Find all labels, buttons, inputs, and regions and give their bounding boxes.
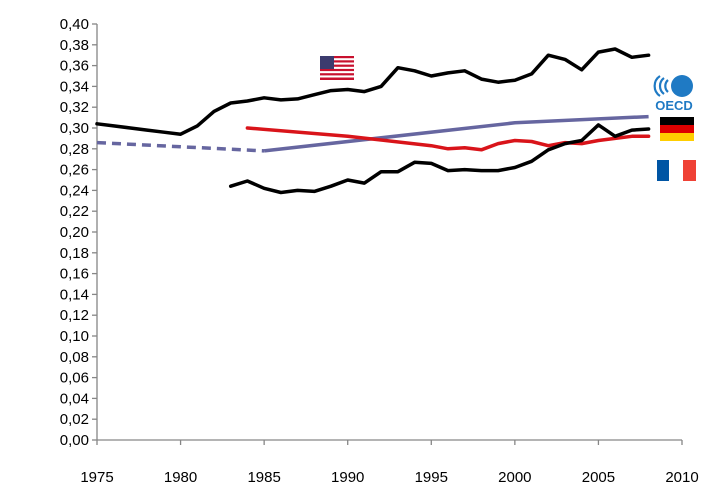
y-tick-label: 0,18 [60, 245, 89, 262]
x-tick-label: 1985 [247, 469, 280, 486]
y-tick-label: 0,08 [60, 349, 89, 366]
germany-flag-icon [660, 117, 694, 141]
x-tick-label: 1980 [164, 469, 197, 486]
y-tick-label: 0,36 [60, 58, 89, 75]
x-tick-label: 2010 [665, 469, 698, 486]
x-tick-label: 2005 [582, 469, 615, 486]
x-tick-label: 1975 [80, 469, 113, 486]
y-tick-label: 0,22 [60, 203, 89, 220]
y-tick-label: 0,40 [60, 16, 89, 33]
us-flag-icon [320, 56, 354, 80]
y-tick-label: 0,24 [60, 182, 89, 199]
y-tick-label: 0,10 [60, 328, 89, 345]
oecd-logo-line-dashed [96, 140, 265, 153]
y-tick-label: 0,34 [60, 78, 89, 95]
y-tick-label: 0,38 [60, 37, 89, 54]
y-tick-label: 0,12 [60, 307, 89, 324]
y-tick-label: 0,26 [60, 162, 89, 179]
y-tick-label: 0,16 [60, 266, 89, 283]
france-flag-icon [657, 160, 696, 181]
us-flag-line [95, 47, 651, 136]
x-tick-label: 2000 [498, 469, 531, 486]
y-tick-label: 0,30 [60, 120, 89, 137]
y-tick-label: 0,32 [60, 99, 89, 116]
series-layer [95, 47, 651, 195]
france-flag-line [228, 123, 651, 195]
y-tick-label: 0,06 [60, 370, 89, 387]
y-tick-label: 0,02 [60, 411, 89, 428]
y-axis: 0,00 0,02 0,04 0,06 0,08 0,10 0,12 0,14 0,16 0,18… [60, 16, 98, 449]
x-tick-label: 1995 [415, 469, 448, 486]
y-tick-label: 0,04 [60, 390, 89, 407]
y-tick-label: 0,20 [60, 224, 89, 241]
y-tick-label: 0,28 [60, 141, 89, 158]
svg-text:OECD: OECD [655, 98, 693, 113]
germany-flag-line [245, 126, 651, 152]
y-tick-label: 0,00 [60, 432, 89, 449]
x-tick-label: 1990 [331, 469, 364, 486]
y-tick-label: 0,14 [60, 286, 89, 303]
oecd-logo-line [263, 114, 649, 153]
oecd-logo-icon: OECD [653, 75, 693, 113]
x-axis: 1975 1980 1985 1990 1995 2000 2005 2010 [80, 439, 699, 486]
